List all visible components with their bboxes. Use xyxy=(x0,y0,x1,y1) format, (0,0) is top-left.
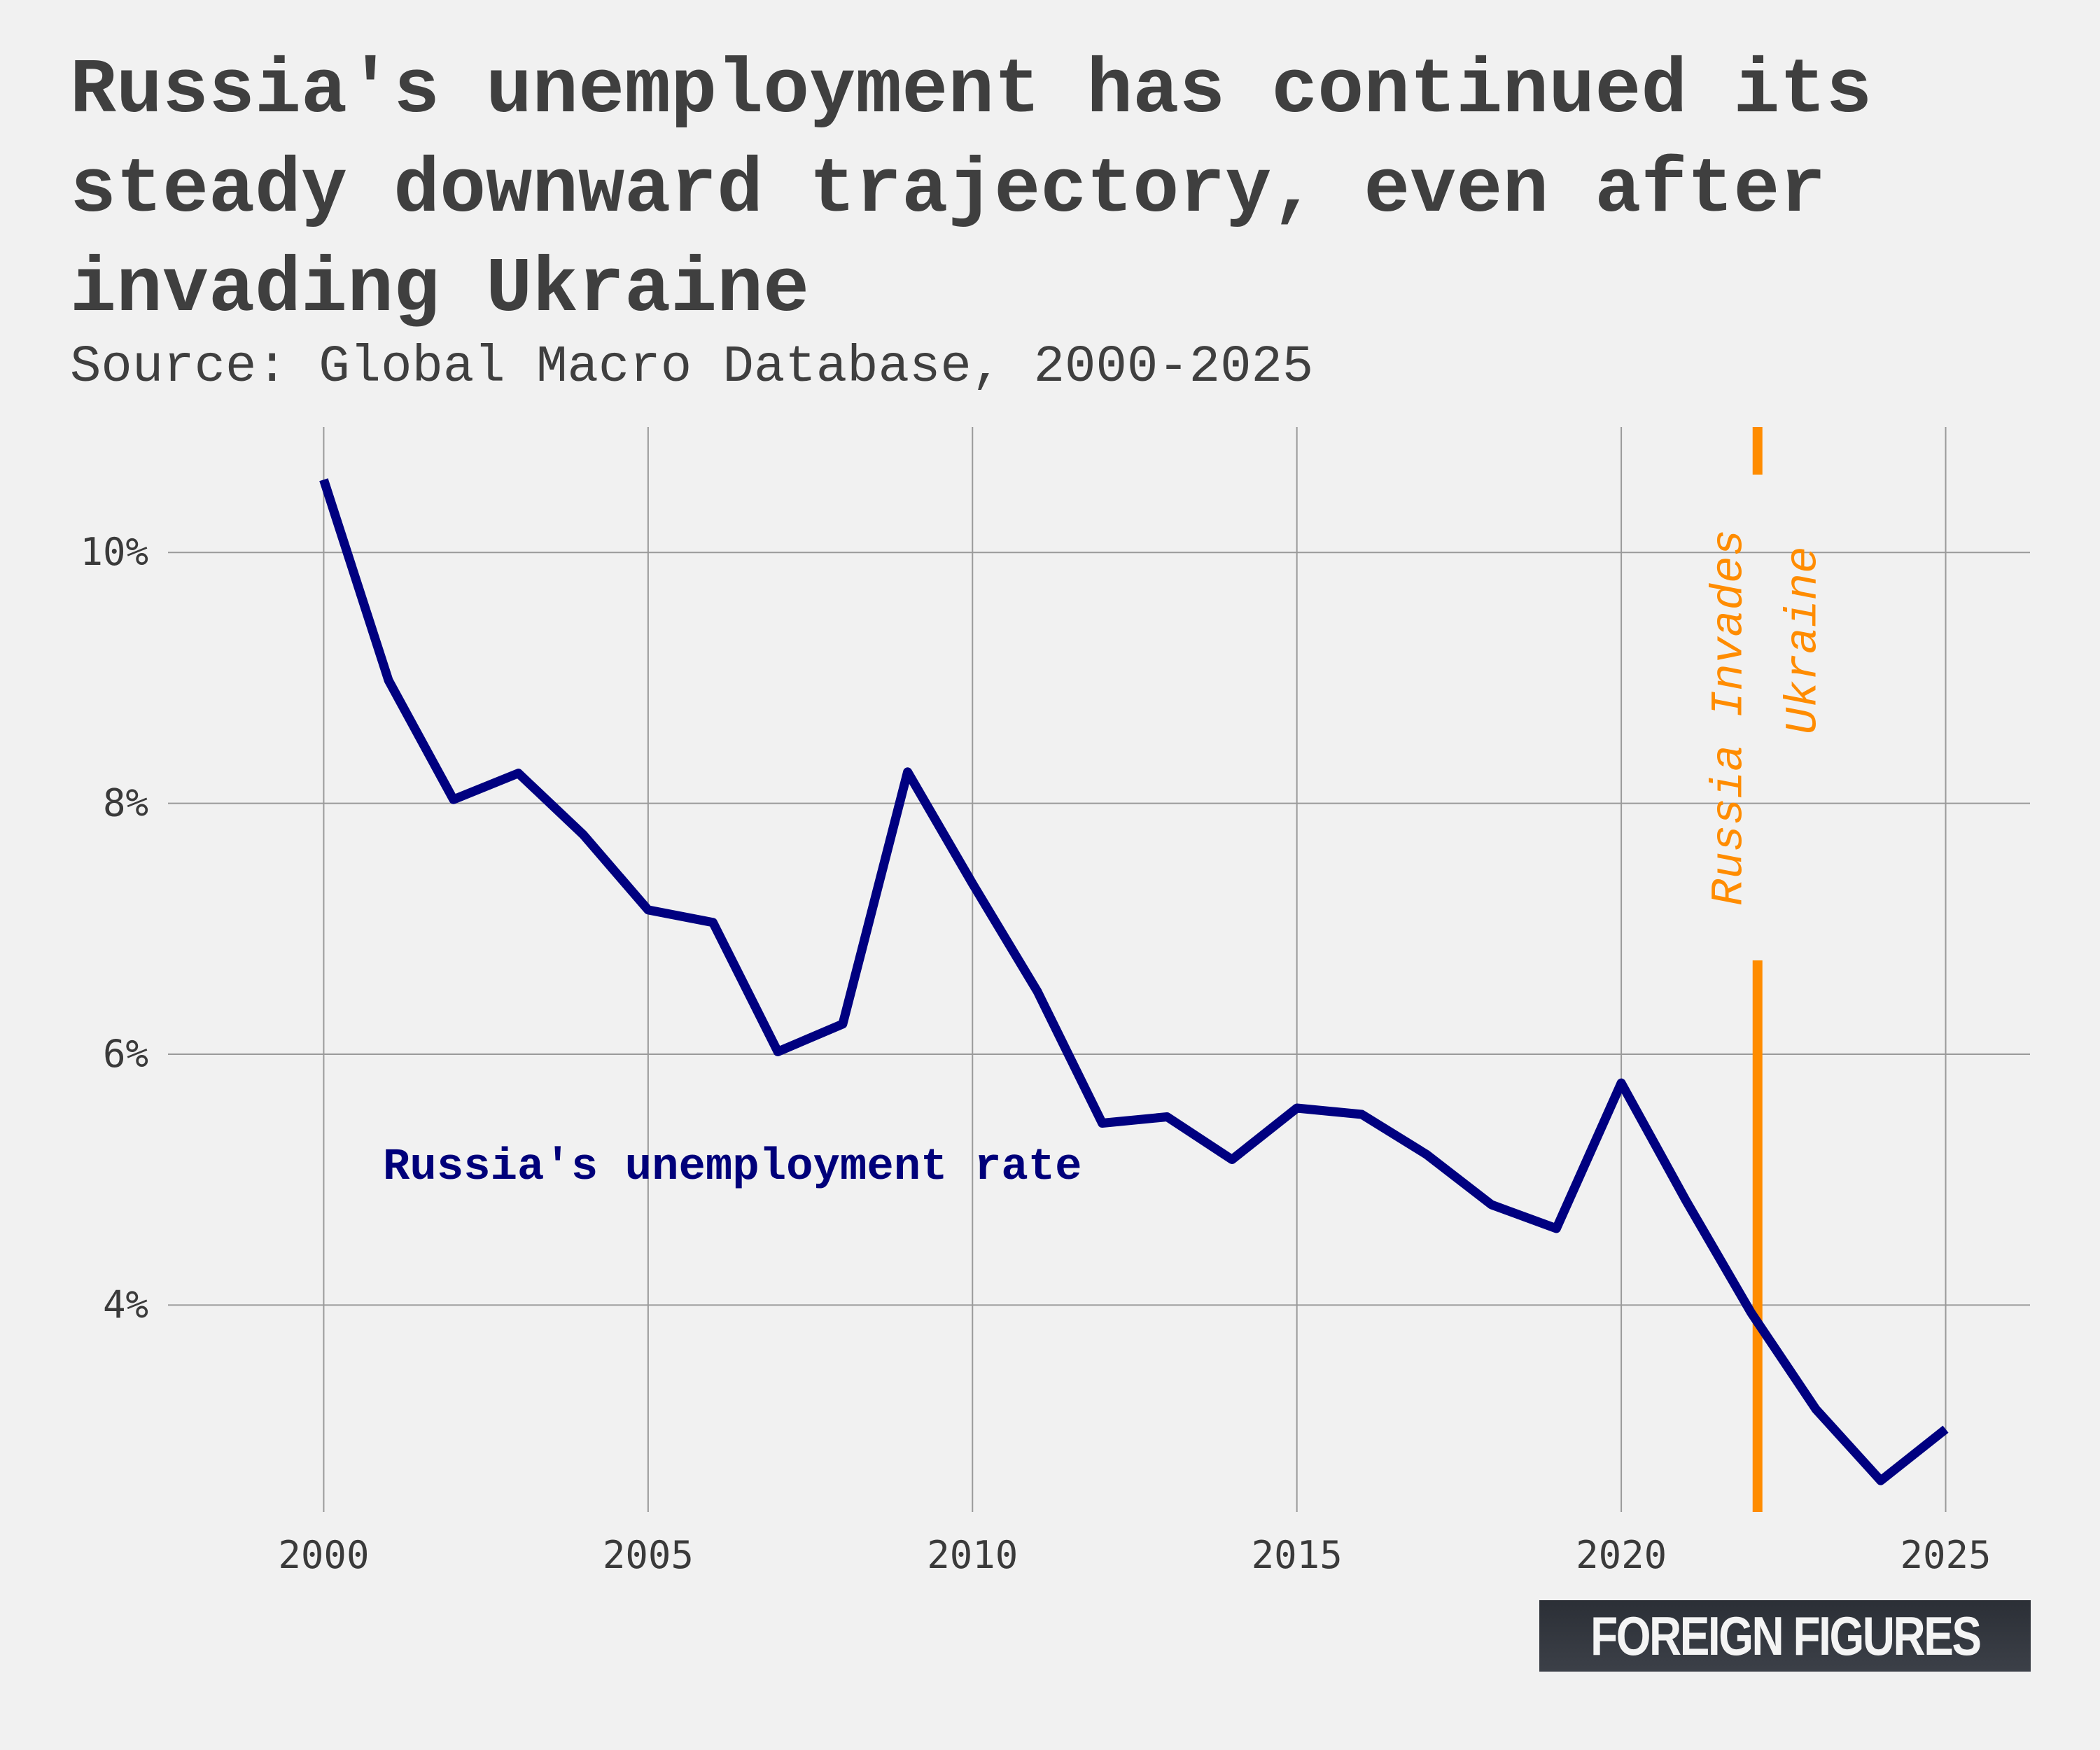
series-layer xyxy=(319,478,1949,1485)
x-tick-label-2015: 2015 xyxy=(1252,1533,1343,1577)
y-tick-label-6: 6% xyxy=(103,1032,148,1076)
grid xyxy=(168,427,2030,1512)
brand-logo-text: FOREIGN FIGURES xyxy=(1590,1604,1982,1667)
brand-logo: FOREIGN FIGURES xyxy=(1539,1600,2031,1672)
x-tick-label-2025: 2025 xyxy=(1900,1533,1991,1577)
x-tick-label-2020: 2020 xyxy=(1576,1533,1667,1577)
chart-title: Russia's unemployment has continued its … xyxy=(70,48,1872,334)
event-annotation: Russia Invades Ukraine xyxy=(1705,427,1830,1512)
y-tick-label-8: 8% xyxy=(103,781,148,825)
y-tick-label-4: 4% xyxy=(103,1282,148,1326)
chart-subtitle: Source: Global Macro Database, 2000-2025 xyxy=(70,338,1314,397)
tick-labels: 2000 2005 2010 2015 2020 2025 4% 6% 8% 10% xyxy=(80,530,1991,1577)
x-tick-label-2010: 2010 xyxy=(927,1533,1018,1577)
event-label-line2: Ukraine xyxy=(1779,547,1830,735)
event-label-line1: Russia Invades xyxy=(1705,529,1756,906)
series-label: Russia's unemployment rate xyxy=(383,1142,1082,1193)
y-tick-label-10: 10% xyxy=(80,530,148,574)
series-line-0 xyxy=(319,478,1949,1485)
x-tick-label-2000: 2000 xyxy=(278,1533,369,1577)
x-tick-label-2005: 2005 xyxy=(603,1533,694,1577)
